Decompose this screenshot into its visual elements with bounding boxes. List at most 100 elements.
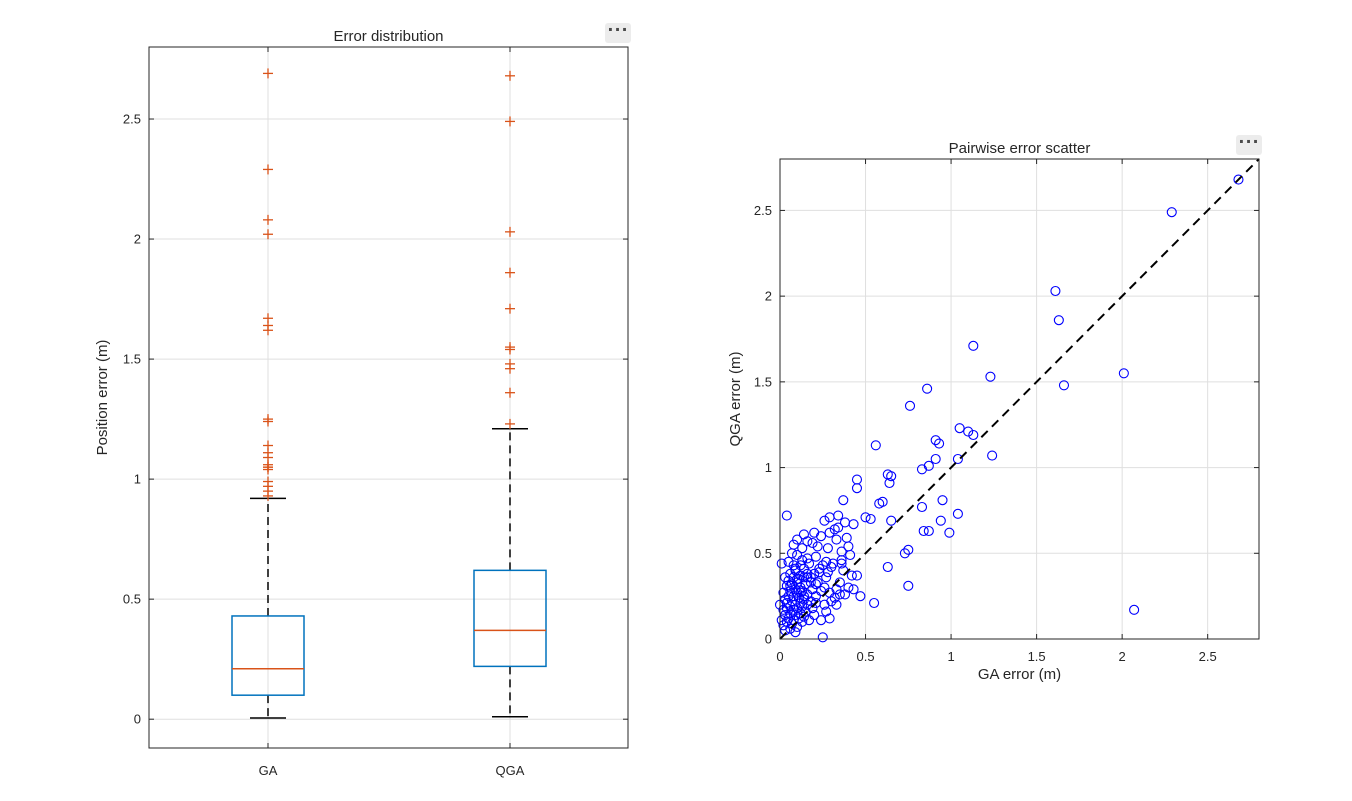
- scatter-point: [916, 464, 928, 475]
- scatter-point: [776, 558, 787, 569]
- scatter-x-tick-label: 2: [1119, 649, 1126, 664]
- scatter-point: [798, 594, 810, 605]
- scatter-point: [800, 606, 811, 617]
- scatter-point: [802, 568, 813, 579]
- scatter-point: [819, 582, 830, 593]
- scatter-point: [819, 599, 830, 610]
- scatter-point: [816, 615, 827, 626]
- scatter-point: [963, 426, 974, 437]
- axes-toolbar-button-scatter[interactable]: ···: [1236, 132, 1262, 155]
- scatter-point: [987, 450, 998, 461]
- boxplot-y-tick-label: 0: [134, 712, 141, 727]
- scatter-point: [822, 543, 833, 554]
- scatter-axes-frame: [779, 158, 1260, 640]
- boxplot-outlier-QGA: [505, 387, 515, 398]
- boxplot-outlier-QGA: [505, 267, 515, 278]
- boxplot-category-label: GA: [259, 763, 278, 778]
- boxplot-y-tick-label: 1: [134, 472, 141, 487]
- scatter-point: [829, 592, 840, 603]
- scatter-x-tick-label: 1: [947, 649, 954, 664]
- scatter-point: [968, 340, 979, 351]
- scatter-point: [776, 615, 787, 626]
- axes-toolbar-button-boxplot[interactable]: ···: [605, 22, 631, 43]
- scatter-title: Pairwise error scatter: [949, 140, 1091, 157]
- boxplot-axes-frame: [148, 46, 629, 749]
- scatter-point: [802, 536, 813, 547]
- scatter-x-axis-label: GA error (m): [978, 666, 1061, 683]
- scatter-point: [848, 584, 859, 595]
- boxplot-outlier-QGA: [505, 344, 515, 355]
- scatter-point: [922, 383, 933, 394]
- scatter-point: [903, 544, 914, 555]
- scatter-point: [903, 580, 914, 591]
- boxplot-outlier-GA: [263, 229, 273, 240]
- scatter-point: [812, 577, 823, 588]
- scatter-point: [855, 591, 866, 602]
- scatter-point: [802, 572, 813, 583]
- scatter-point: [780, 572, 791, 583]
- scatter-point: [800, 579, 811, 590]
- scatter-point: [952, 508, 963, 519]
- scatter-point: [798, 611, 810, 622]
- boxplot-outlier-QGA: [505, 303, 515, 314]
- scatter-point: [923, 525, 934, 537]
- scatter-point: [809, 609, 820, 621]
- scatter-point: [795, 587, 806, 598]
- scatter-point: [790, 563, 801, 574]
- scatter-point: [1166, 207, 1177, 218]
- scatter-point: [824, 527, 835, 538]
- scatter-point: [937, 495, 948, 506]
- scatter-point: [886, 471, 897, 482]
- boxplot-y-tick-label: 1.5: [123, 352, 141, 367]
- scatter-y-axis-label: QGA error (m): [727, 351, 744, 446]
- scatter-y-tick-label: 2.5: [754, 203, 772, 218]
- scatter-point: [934, 438, 945, 449]
- more-options-icon: ···: [1238, 132, 1260, 151]
- scatter-point: [918, 525, 929, 537]
- scatter-point: [788, 604, 799, 615]
- boxplot-outlier-GA: [263, 164, 273, 175]
- scatter-point: [816, 531, 827, 542]
- scatter-point: [944, 527, 955, 538]
- scatter-point: [804, 615, 815, 626]
- scatter-point: [831, 534, 842, 545]
- boxplot-outlier-GA: [263, 416, 273, 427]
- scatter-point: [778, 604, 789, 615]
- scatter-point: [805, 572, 816, 583]
- scatter-point: [952, 453, 963, 465]
- scatter-point: [930, 435, 941, 446]
- scatter-point: [886, 515, 897, 526]
- scatter-point: [798, 572, 810, 583]
- scatter-x-tick-label: 0: [776, 649, 783, 664]
- scatter-point: [930, 453, 941, 465]
- scatter-point: [831, 599, 842, 610]
- scatter-point: [935, 515, 946, 526]
- scatter-point: [846, 570, 857, 581]
- scatter-point: [805, 596, 816, 607]
- scatter-point: [829, 524, 840, 535]
- scatter-point: [785, 623, 796, 634]
- scatter-point: [783, 556, 794, 567]
- scatter-point: [785, 580, 796, 591]
- scatter-point: [985, 371, 996, 382]
- scatter-point: [797, 555, 808, 566]
- scatter-point: [851, 483, 863, 494]
- boxplot-outlier-GA: [263, 325, 273, 336]
- scatter-point: [851, 570, 863, 581]
- scatter-point: [1050, 285, 1061, 297]
- scatter-x-tick-label: 2.5: [1199, 649, 1217, 664]
- scatter-point: [798, 591, 810, 602]
- scatter-point: [904, 400, 916, 411]
- scatter-point: [781, 510, 792, 521]
- scatter-point: [848, 519, 859, 530]
- boxplot-outlier-QGA: [505, 418, 515, 429]
- scatter-point: [783, 591, 794, 602]
- scatter-point: [827, 558, 839, 569]
- scatter-point: [821, 572, 832, 583]
- boxplot-box-QGA: [473, 569, 547, 668]
- scatter-point: [807, 603, 818, 614]
- boxplot-outlier-GA: [263, 464, 273, 475]
- scatter-point: [923, 460, 934, 471]
- scatter-point: [802, 553, 813, 564]
